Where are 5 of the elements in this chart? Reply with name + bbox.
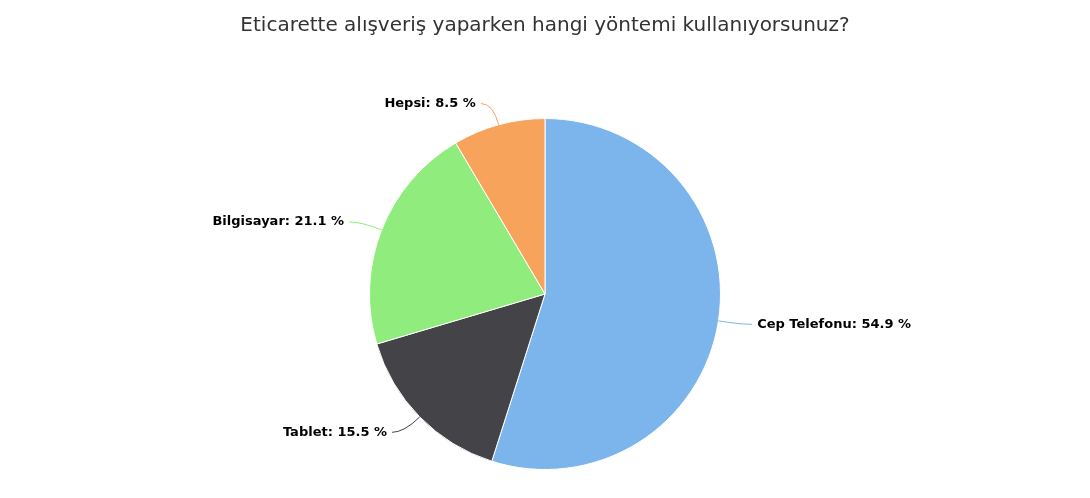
chart-title: Eticarette alışveriş yaparken hangi yöntemi kullanıyorsunuz?: [240, 12, 850, 37]
slice-label: Bilgisayar: 21.1 %: [212, 213, 345, 229]
slice-label: Tablet: 15.5 %: [282, 423, 388, 439]
slice-label: Cep Telefonu: 54.9 %: [757, 315, 912, 331]
slice-label: Hepsi: 8.5 %: [384, 94, 476, 110]
